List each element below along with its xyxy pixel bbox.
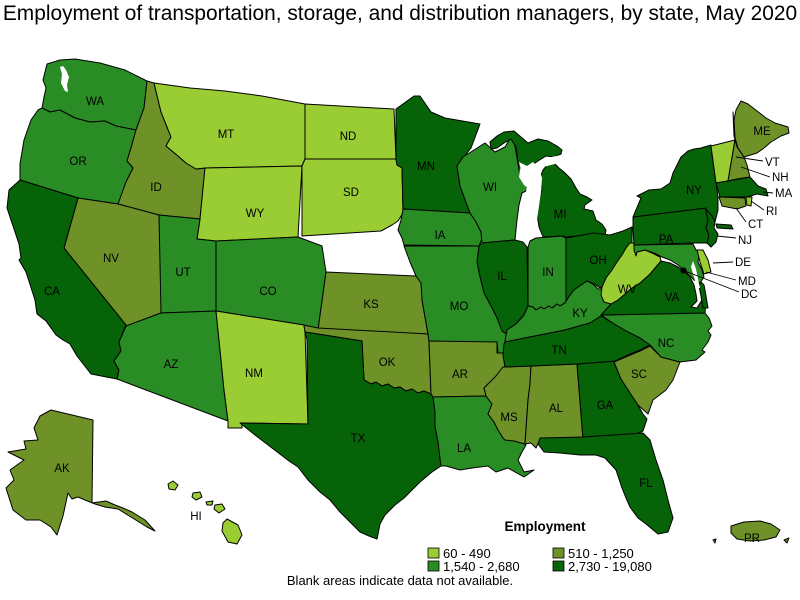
svg-text:DC: DC	[741, 289, 758, 301]
svg-text:ID: ID	[150, 182, 162, 194]
svg-text:ND: ND	[340, 131, 357, 143]
svg-text:IL: IL	[497, 271, 507, 283]
svg-text:510 - 1,250: 510 - 1,250	[568, 546, 634, 561]
svg-text:60 - 490: 60 - 490	[443, 546, 491, 561]
svg-text:1,540 - 2,680: 1,540 - 2,680	[443, 559, 520, 574]
svg-text:DE: DE	[735, 257, 751, 269]
svg-text:AZ: AZ	[164, 359, 179, 371]
svg-text:HI: HI	[190, 511, 202, 523]
svg-text:IN: IN	[542, 267, 554, 279]
svg-text:MD: MD	[738, 276, 756, 288]
svg-text:AR: AR	[452, 369, 468, 381]
svg-text:LA: LA	[457, 443, 471, 455]
svg-text:MS: MS	[500, 412, 518, 424]
svg-text:NC: NC	[658, 338, 675, 350]
svg-text:SC: SC	[631, 369, 647, 381]
svg-text:AL: AL	[549, 403, 564, 415]
svg-text:AK: AK	[54, 463, 70, 475]
svg-text:KS: KS	[363, 299, 379, 311]
svg-text:PA: PA	[659, 234, 674, 246]
svg-text:MO: MO	[450, 301, 469, 313]
svg-text:SD: SD	[343, 187, 359, 199]
svg-text:TX: TX	[351, 433, 366, 445]
svg-text:MA: MA	[775, 188, 793, 200]
svg-text:ME: ME	[753, 126, 771, 138]
svg-text:CA: CA	[44, 286, 60, 298]
svg-text:2,730 - 19,080: 2,730 - 19,080	[568, 559, 652, 574]
svg-text:Employment: Employment	[504, 519, 586, 534]
svg-text:OH: OH	[589, 255, 606, 267]
svg-text:NH: NH	[772, 172, 789, 184]
svg-text:TN: TN	[551, 345, 566, 357]
svg-text:RI: RI	[766, 206, 778, 218]
svg-text:CO: CO	[259, 286, 276, 298]
svg-text:OK: OK	[379, 357, 396, 369]
svg-text:MN: MN	[417, 161, 435, 173]
svg-text:VT: VT	[765, 157, 780, 169]
svg-text:MT: MT	[218, 129, 235, 141]
svg-text:NV: NV	[103, 253, 119, 265]
svg-text:NM: NM	[245, 368, 263, 380]
svg-text:UT: UT	[175, 267, 190, 279]
svg-text:WA: WA	[86, 96, 104, 108]
svg-text:VA: VA	[665, 292, 680, 304]
svg-text:NY: NY	[686, 185, 702, 197]
svg-text:WI: WI	[483, 182, 497, 194]
svg-text:GA: GA	[597, 400, 614, 412]
svg-text:CT: CT	[748, 219, 763, 231]
svg-text:KY: KY	[572, 308, 588, 320]
svg-text:MI: MI	[554, 209, 567, 221]
svg-text:WY: WY	[246, 208, 265, 220]
svg-text:WV: WV	[618, 284, 637, 296]
svg-text:PR: PR	[744, 533, 760, 545]
svg-text:IA: IA	[435, 230, 446, 242]
svg-text:FL: FL	[639, 478, 653, 490]
svg-text:OR: OR	[69, 156, 86, 168]
svg-text:NJ: NJ	[738, 235, 752, 247]
